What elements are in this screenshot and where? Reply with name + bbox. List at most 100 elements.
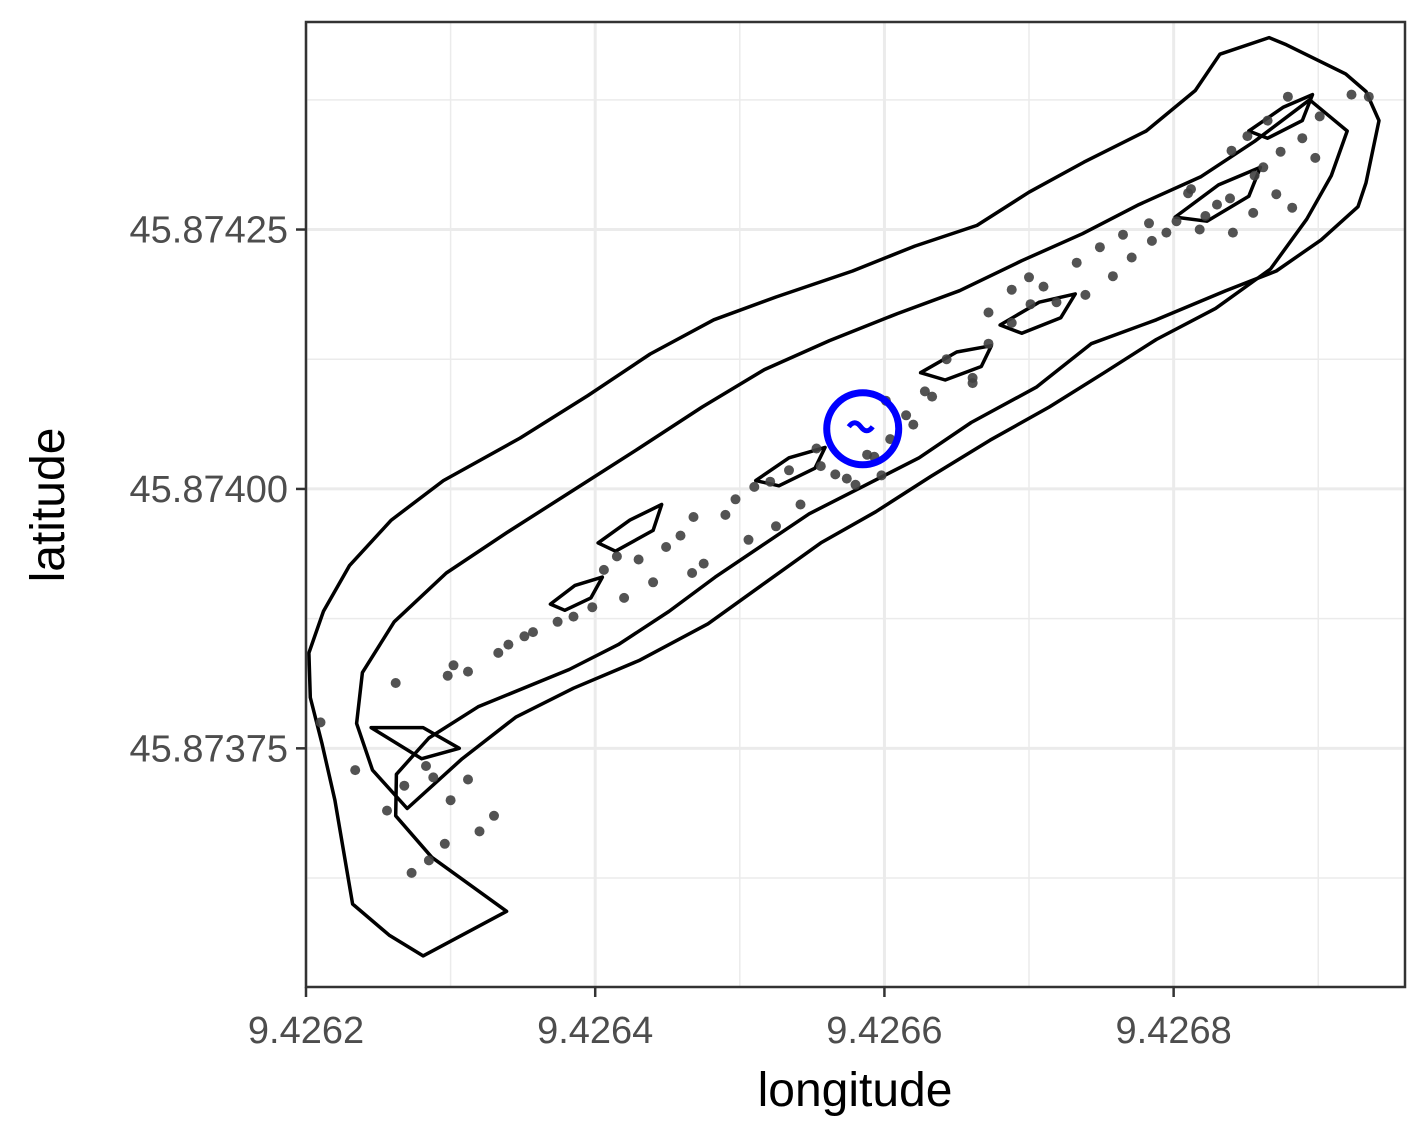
- data-point: [743, 534, 754, 545]
- data-point: [350, 765, 361, 776]
- panel-border: [304, 20, 1407, 989]
- data-point: [611, 551, 622, 562]
- data-point: [503, 639, 514, 650]
- data-point: [1118, 229, 1128, 240]
- panel-background: [306, 22, 1405, 987]
- x-tick-label: 9.4268: [1116, 1010, 1232, 1052]
- data-point: [552, 616, 563, 627]
- data-point: [528, 627, 538, 638]
- x-tick-label: 9.4266: [826, 1010, 942, 1052]
- data-point: [687, 568, 698, 578]
- data-point: [1249, 170, 1260, 181]
- data-point: [1363, 91, 1374, 102]
- data-point: [1226, 145, 1237, 156]
- data-point: [493, 647, 504, 658]
- data-point: [927, 391, 938, 402]
- data-point: [1146, 235, 1157, 246]
- data-point: [633, 554, 644, 565]
- sub-polygon: [753, 445, 827, 488]
- data-point: [1006, 317, 1017, 328]
- boundary-polygons: [307, 35, 1381, 958]
- data-point: [474, 826, 485, 837]
- data-point: [1314, 111, 1325, 122]
- data-point: [489, 810, 499, 821]
- data-point: [811, 443, 822, 454]
- data-point: [830, 469, 841, 480]
- data-point: [399, 780, 410, 791]
- data-point: [765, 476, 776, 487]
- data-point: [519, 631, 530, 642]
- highlight-squiggle: [846, 420, 875, 434]
- y-tick-label: 45.87400: [130, 469, 289, 511]
- sub-polygon: [1247, 92, 1315, 140]
- data-point: [315, 717, 326, 728]
- data-point: [688, 512, 699, 522]
- data-point: [983, 307, 994, 318]
- sub-polygon: [596, 502, 664, 553]
- data-point: [442, 670, 453, 681]
- data-point: [850, 479, 861, 490]
- data-point: [1227, 227, 1238, 238]
- data-point: [784, 465, 794, 476]
- data-point: [1275, 146, 1286, 157]
- data-point: [1310, 152, 1321, 163]
- highlight-ring: [823, 389, 903, 469]
- data-point: [941, 354, 952, 365]
- data-point: [1071, 257, 1082, 268]
- data-point: [967, 372, 978, 383]
- data-point: [876, 470, 887, 481]
- data-point: [1080, 289, 1091, 300]
- data-point: [439, 838, 450, 849]
- y-axis: 45.87375 45.87400 45.87425: [130, 210, 306, 770]
- x-axis: 9.4262 9.4264 9.4266 9.4268: [248, 987, 1232, 1052]
- data-point: [983, 338, 994, 349]
- data-point: [1212, 199, 1222, 210]
- data-point: [1171, 216, 1182, 227]
- data-point: [421, 761, 431, 771]
- data-point: [698, 558, 709, 569]
- data-point: [1258, 162, 1269, 173]
- data-point: [1186, 184, 1196, 195]
- outer-boundary: [307, 35, 1381, 958]
- data-point: [1297, 133, 1308, 144]
- data-point: [749, 481, 760, 492]
- data-points: [315, 89, 1374, 878]
- data-point: [661, 542, 672, 552]
- data-point: [406, 867, 417, 878]
- plot-panel: [304, 20, 1407, 989]
- data-point: [901, 410, 912, 421]
- y-axis-title: latitude: [22, 428, 75, 583]
- data-point: [448, 660, 459, 671]
- data-point: [382, 805, 392, 816]
- data-point: [1248, 207, 1259, 218]
- data-point: [1262, 115, 1273, 126]
- data-point: [919, 386, 930, 397]
- data-point: [423, 855, 434, 866]
- data-point: [1024, 272, 1034, 283]
- x-tick-label: 9.4262: [248, 1010, 364, 1052]
- data-point: [841, 473, 852, 484]
- y-tick-label: 45.87425: [130, 210, 289, 252]
- data-point: [730, 494, 741, 505]
- data-point: [1242, 131, 1253, 142]
- sub-polygon: [1173, 165, 1263, 223]
- x-axis-title: longitude: [758, 1064, 953, 1117]
- sub-polygon: [918, 343, 994, 382]
- data-point: [390, 678, 401, 688]
- data-point: [619, 592, 630, 603]
- data-point: [1006, 284, 1017, 295]
- x-tick-label: 9.4264: [537, 1010, 653, 1052]
- data-point: [1038, 281, 1049, 292]
- data-point: [1126, 252, 1137, 263]
- sub-polygon: [548, 575, 605, 613]
- data-point: [1271, 189, 1282, 200]
- sub-polygon: [369, 725, 462, 761]
- data-point: [675, 530, 686, 541]
- data-point: [1346, 89, 1357, 100]
- data-point: [720, 509, 731, 520]
- data-point: [908, 419, 919, 430]
- data-point: [1144, 218, 1154, 229]
- data-point: [587, 602, 598, 613]
- data-point: [1287, 202, 1298, 213]
